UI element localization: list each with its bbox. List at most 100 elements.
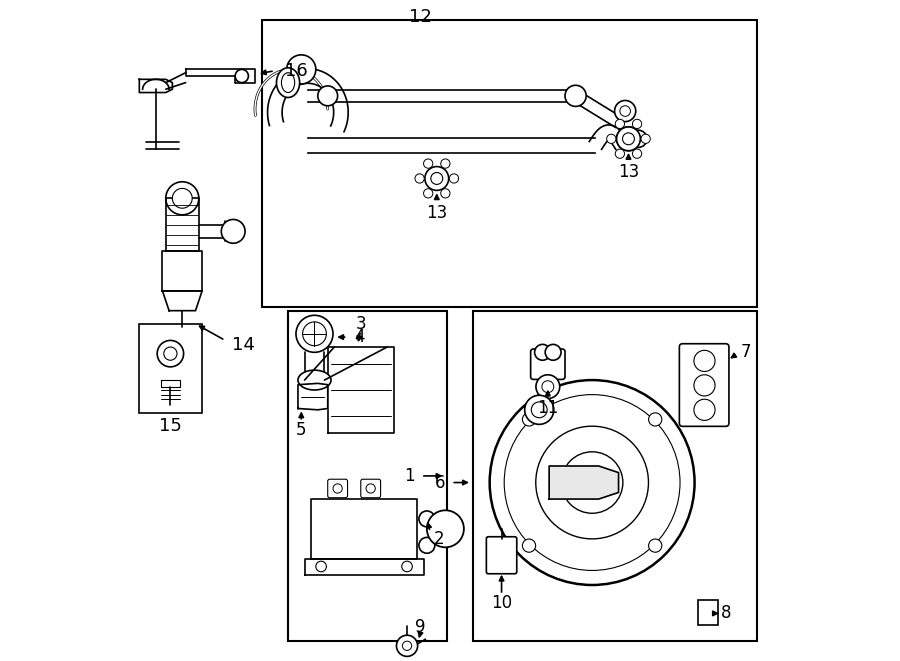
Circle shape: [694, 399, 716, 420]
Circle shape: [623, 133, 634, 145]
Circle shape: [441, 189, 450, 198]
Polygon shape: [267, 69, 348, 132]
Text: 1: 1: [404, 467, 415, 485]
Circle shape: [694, 375, 716, 396]
Circle shape: [287, 55, 316, 84]
Circle shape: [623, 133, 634, 145]
Ellipse shape: [282, 73, 294, 93]
Circle shape: [616, 127, 641, 151]
Bar: [473, 311, 758, 641]
Polygon shape: [185, 69, 255, 83]
Circle shape: [424, 189, 433, 198]
Text: 13: 13: [427, 204, 447, 222]
FancyBboxPatch shape: [531, 349, 565, 379]
Circle shape: [616, 127, 641, 151]
Text: 3: 3: [356, 315, 366, 333]
Text: 6: 6: [435, 473, 446, 492]
Circle shape: [415, 174, 424, 183]
Circle shape: [158, 340, 184, 367]
Circle shape: [425, 167, 449, 190]
Circle shape: [536, 375, 560, 399]
Circle shape: [173, 188, 193, 208]
Circle shape: [235, 69, 248, 83]
Text: 11: 11: [537, 399, 559, 417]
Circle shape: [316, 561, 327, 572]
Circle shape: [333, 484, 342, 493]
Circle shape: [418, 511, 435, 527]
Circle shape: [449, 174, 459, 183]
Circle shape: [302, 322, 327, 346]
Circle shape: [431, 173, 443, 184]
Circle shape: [536, 426, 649, 539]
Text: 2: 2: [434, 529, 444, 548]
Circle shape: [166, 182, 199, 215]
Circle shape: [633, 149, 642, 159]
Circle shape: [427, 510, 464, 547]
Text: 16: 16: [284, 61, 308, 80]
Circle shape: [525, 395, 554, 424]
Circle shape: [522, 539, 536, 552]
Circle shape: [607, 134, 616, 143]
Circle shape: [649, 413, 662, 426]
Circle shape: [531, 402, 547, 418]
Text: 7: 7: [741, 342, 751, 361]
Bar: [698, 600, 717, 625]
Circle shape: [616, 119, 625, 128]
Polygon shape: [163, 291, 202, 311]
Circle shape: [616, 149, 625, 159]
Circle shape: [504, 395, 680, 570]
Circle shape: [649, 539, 662, 552]
Text: 9: 9: [415, 617, 426, 636]
Polygon shape: [311, 499, 417, 559]
Circle shape: [535, 344, 551, 360]
Text: 10: 10: [491, 594, 512, 612]
Ellipse shape: [298, 370, 331, 390]
FancyBboxPatch shape: [486, 537, 517, 574]
FancyBboxPatch shape: [328, 479, 347, 498]
Bar: [140, 324, 202, 413]
Polygon shape: [140, 79, 173, 93]
Circle shape: [620, 106, 631, 116]
Polygon shape: [308, 138, 596, 153]
Circle shape: [221, 219, 245, 243]
Text: 4: 4: [355, 328, 365, 346]
Circle shape: [641, 134, 651, 143]
Polygon shape: [298, 383, 328, 410]
Polygon shape: [590, 125, 628, 149]
Circle shape: [397, 635, 418, 656]
FancyBboxPatch shape: [361, 479, 381, 498]
Circle shape: [418, 537, 435, 553]
Polygon shape: [163, 251, 202, 291]
Bar: [288, 311, 446, 641]
Circle shape: [630, 130, 647, 147]
Polygon shape: [304, 559, 424, 575]
Text: 5: 5: [296, 420, 307, 439]
Text: 12: 12: [409, 7, 432, 26]
Circle shape: [615, 100, 635, 122]
Circle shape: [490, 380, 695, 585]
Circle shape: [562, 452, 623, 513]
Circle shape: [296, 315, 333, 352]
Text: 15: 15: [159, 417, 182, 436]
Bar: [262, 20, 758, 307]
Circle shape: [694, 350, 716, 371]
Text: 14: 14: [232, 336, 255, 354]
Polygon shape: [166, 198, 199, 251]
Polygon shape: [161, 380, 180, 387]
Text: 13: 13: [617, 163, 639, 181]
Circle shape: [318, 86, 338, 106]
Circle shape: [522, 413, 536, 426]
Ellipse shape: [276, 68, 300, 97]
Circle shape: [366, 484, 375, 493]
Polygon shape: [328, 347, 394, 433]
Circle shape: [401, 561, 412, 572]
Circle shape: [441, 159, 450, 168]
Polygon shape: [549, 466, 618, 499]
Polygon shape: [572, 91, 622, 128]
Polygon shape: [308, 90, 569, 102]
Text: 8: 8: [721, 604, 732, 623]
Circle shape: [402, 641, 411, 650]
Circle shape: [164, 347, 177, 360]
Circle shape: [565, 85, 586, 106]
FancyBboxPatch shape: [680, 344, 729, 426]
